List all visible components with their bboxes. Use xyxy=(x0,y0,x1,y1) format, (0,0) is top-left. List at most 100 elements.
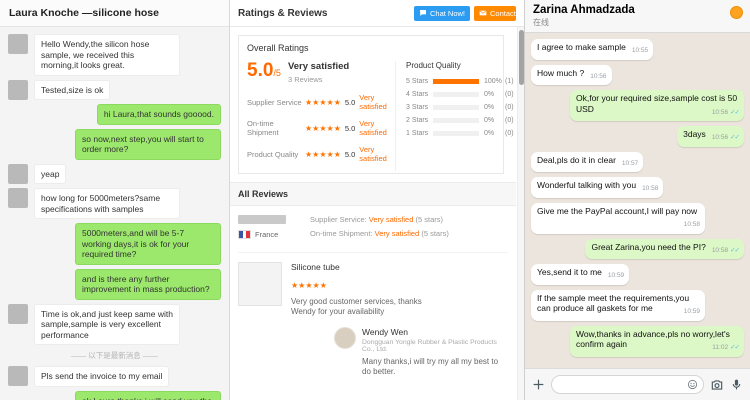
contact-avatar xyxy=(8,188,28,208)
reviews-header: Ratings & Reviews Chat Now! Contact xyxy=(230,0,524,27)
chart-title: Product Quality xyxy=(406,61,461,70)
score-max: /5 xyxy=(273,68,281,78)
envelope-icon xyxy=(479,9,487,17)
message-bubble: Tested,size is ok xyxy=(34,79,111,100)
message-bubble: how long for 5000meters?same specificati… xyxy=(34,188,180,219)
chat-message: Great Zarina,you need the PI? 10:58 ✓✓ xyxy=(531,238,744,259)
product-quality-chart: Product Quality 5 Stars 100% (1) 4 Stars… xyxy=(395,61,514,171)
read-receipt-icon: ✓✓ xyxy=(730,108,740,116)
new-messages-divider: —— 以下是最新消息 —— xyxy=(71,351,158,360)
chat-message-list: Hello Wendy,the silicon hose sample, we … xyxy=(0,27,229,400)
camera-icon[interactable] xyxy=(710,378,724,392)
rating-line: On-time Shipment: Very satisfied (5 star… xyxy=(310,229,449,238)
message-time: 10:59 xyxy=(607,272,625,279)
message-input[interactable] xyxy=(551,375,704,394)
message-bubble: Ok,for your required size,sample cost is… xyxy=(570,90,744,121)
chat-message: Give me the PayPal account,I will pay no… xyxy=(531,202,744,234)
rating-bar xyxy=(433,131,479,136)
message-bubble: Wonderful talking with you 10:58 xyxy=(531,177,664,198)
orange-dot-icon[interactable] xyxy=(730,6,743,19)
contact-avatar xyxy=(8,303,28,324)
chat-message: How much ? 10:56 xyxy=(531,64,744,85)
read-receipt-icon: ✓✓ xyxy=(730,134,740,141)
overall-ratings-title: Overall Ratings xyxy=(247,43,309,53)
metric-row: Product Quality ★★★★★ 5.0 Very satisfied xyxy=(247,145,387,163)
chat-message: Pls send the invoice to my email xyxy=(8,366,221,387)
message-bubble: Hello Wendy,the silicon hose sample, we … xyxy=(34,34,180,76)
message-time: 10:58 xyxy=(642,185,659,192)
review-ratings: Supplier Service: Very satisfied (5 star… xyxy=(310,215,449,243)
chat-message: I agree to make sample 10:55 xyxy=(531,39,744,60)
message-time: 10:55 xyxy=(631,47,649,54)
reviewer-country: France xyxy=(255,230,279,239)
rating-bar-row: 1 Stars 0% (0) xyxy=(406,130,514,137)
sticker-icon[interactable] xyxy=(687,379,698,390)
attach-plus-icon[interactable] xyxy=(532,378,545,391)
chat-message: and is there any further improvement in … xyxy=(8,268,221,300)
chat-message: If the sample meet the requirements,you … xyxy=(531,289,744,321)
review-card: France Supplier Service: Very satisfied … xyxy=(230,206,516,386)
message-time: 10:56 xyxy=(711,134,729,141)
scrollbar-thumb[interactable] xyxy=(519,30,524,85)
message-time: 11:02 xyxy=(712,344,729,351)
supplier-avatar xyxy=(334,327,356,349)
message-bubble: Wow,thanks in advance,pls no worry,let's… xyxy=(570,325,744,357)
rating-bar xyxy=(433,105,479,110)
reviews-content: Overall Ratings 5.0/5 Very satisfied 3 R… xyxy=(230,35,524,386)
review-comment: Very good customer services, thanks Wend… xyxy=(291,297,422,316)
message-bubble: so now,next step,you will start to order… xyxy=(75,128,221,160)
messenger-panel: Laura Knoche —silicone hose Hello Wendy,… xyxy=(0,0,230,400)
whatsapp-panel: Zarina Ahmadzada 在线 I agree to make samp… xyxy=(525,0,750,400)
chat-now-button[interactable]: Chat Now! xyxy=(413,5,470,21)
star-rating-icon: ★★★★★ xyxy=(305,97,341,107)
message-bubble: hi Laura,that sounds gooood. xyxy=(96,104,221,125)
message-time: 10:56 xyxy=(590,72,607,80)
message-bubble: Time is ok,and just keep same with sampl… xyxy=(34,303,180,345)
reviewed-product-name: Silicone tube xyxy=(291,262,340,272)
chat-message: how long for 5000meters?same specificati… xyxy=(8,188,221,219)
chat-message: so now,next step,you will start to order… xyxy=(8,128,221,160)
chat-message: Hello Wendy,the silicon hose sample, we … xyxy=(8,34,221,76)
message-input-bar xyxy=(525,368,750,400)
chat-message: 3days 10:56 ✓✓ xyxy=(531,126,744,147)
chat-message: Time is ok,and just keep same with sampl… xyxy=(8,303,221,345)
message-time: 10:59 xyxy=(683,308,700,315)
contact-avatar xyxy=(8,79,28,100)
overall-score: 5.0 xyxy=(247,60,274,81)
whatsapp-message-list: I agree to make sample 10:55 How much ? … xyxy=(525,33,750,368)
online-status: 在线 xyxy=(533,18,549,27)
star-rating-icon: ★★★★★ xyxy=(305,123,341,133)
contact-avatar xyxy=(8,34,28,54)
whatsapp-header[interactable]: Zarina Ahmadzada 在线 xyxy=(525,0,750,33)
message-bubble: Pls send the invoice to my email xyxy=(34,366,170,387)
rating-bar-row: 2 Stars 0% (0) xyxy=(406,117,514,124)
scrollbar-track xyxy=(517,27,524,400)
contact-avatar xyxy=(8,163,28,184)
rating-bar-row: 3 Stars 0% (0) xyxy=(406,104,514,111)
supplier-reply-text: Many thanks,i will try my all my best to… xyxy=(362,357,499,376)
contact-supplier-button[interactable]: Contact xyxy=(474,5,516,21)
message-bubble: If the sample meet the requirements,you … xyxy=(531,289,705,321)
contact-name: Zarina Ahmadzada xyxy=(533,4,635,16)
chat-now-label: Chat Now! xyxy=(429,8,465,18)
rating-bar xyxy=(433,118,479,123)
all-reviews-header: All Reviews xyxy=(230,182,516,206)
supplier-company: Dongguan Yongle Rubber & Plastic Product… xyxy=(362,339,497,353)
message-time: 10:56 xyxy=(711,108,729,116)
metric-row: On-time Shipment ★★★★★ 5.0 Very satisfie… xyxy=(247,119,387,137)
message-bubble: Deal,pls do it in clear 10:57 xyxy=(531,151,644,172)
star-rating-icon: ★★★★★ xyxy=(291,281,327,290)
star-rating-icon: ★★★★★ xyxy=(305,149,341,159)
chat-message: hi Laura,that sounds gooood. xyxy=(8,104,221,125)
chat-message: yeap xyxy=(8,163,221,184)
ratings-reviews-panel: Ratings & Reviews Chat Now! Contact Over… xyxy=(230,0,525,400)
chat-message: 5000meters,and will be 5-7 working days,… xyxy=(8,223,221,265)
rating-bar xyxy=(433,92,479,97)
mic-icon[interactable] xyxy=(730,378,743,391)
chat-message: Deal,pls do it in clear 10:57 xyxy=(531,151,744,172)
message-time: 10:58 xyxy=(711,246,729,254)
message-bubble: 5000meters,and will be 5-7 working days,… xyxy=(75,223,221,265)
message-bubble: Yes,send it to me 10:59 xyxy=(531,264,630,285)
overall-verdict: Very satisfied 3 Reviews xyxy=(287,61,350,84)
message-bubble: Give me the PayPal account,I will pay no… xyxy=(531,202,705,234)
